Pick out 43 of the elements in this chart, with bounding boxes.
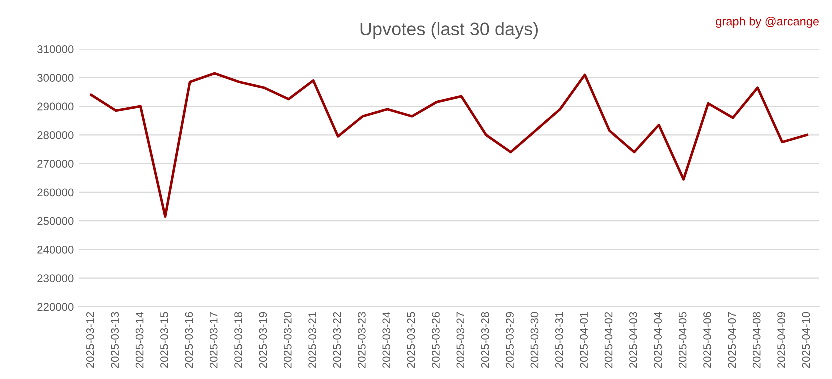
x-tick-label: 2025-03-22 [333, 312, 342, 368]
y-tick-label: 310000 [38, 46, 74, 54]
x-tick-label: 2025-03-16 [185, 312, 194, 368]
x-tick-label: 2025-03-23 [358, 312, 366, 368]
x-tick-label: 2025-03-19 [259, 312, 268, 368]
x-tick-label: 2025-03-26 [432, 312, 440, 368]
x-tick-label: 2025-03-30 [530, 312, 539, 368]
y-tick-label: 280000 [38, 131, 74, 140]
y-tick-label: 260000 [38, 188, 74, 197]
y-tick-label: 300000 [38, 74, 74, 82]
x-tick-label: 2025-04-04 [654, 312, 662, 368]
x-tick-label: 2025-04-07 [728, 312, 736, 368]
x-tick-label: 2025-03-28 [481, 312, 490, 368]
x-tick-label: 2025-04-02 [604, 312, 613, 368]
x-tick-label: 2025-03-12 [86, 312, 94, 368]
chart-title: Upvotes (last 30 days) [360, 22, 538, 40]
x-tick-label: 2025-04-08 [752, 312, 761, 368]
x-tick-label: 2025-03-29 [506, 312, 514, 368]
y-tick-label: 250000 [38, 217, 74, 226]
line-series [90, 72, 808, 218]
y-tick-label: 220000 [38, 303, 74, 312]
x-tick-label: 2025-03-27 [456, 312, 465, 368]
x-tick-label: 2025-03-14 [136, 312, 144, 368]
x-tick-label: 2025-03-21 [308, 312, 317, 368]
x-tick-label: 2025-03-31 [555, 312, 564, 368]
x-tick-label: 2025-04-09 [778, 312, 786, 368]
x-tick-label: 2025-04-03 [630, 312, 638, 368]
x-tick-label: 2025-04-01 [580, 312, 588, 368]
x-tick-label: 2025-03-24 [382, 312, 391, 368]
y-tick-label: 270000 [38, 160, 74, 168]
x-tick-label: 2025-03-17 [210, 312, 218, 368]
x-tick-label: 2025-03-20 [284, 312, 292, 368]
x-tick-label: 2025-04-05 [678, 312, 687, 368]
x-tick-label: 2025-03-13 [111, 312, 120, 368]
x-tick-label: 2025-03-15 [160, 312, 168, 368]
text: graph by @arcange [716, 17, 820, 28]
y-tick-label: 230000 [38, 274, 74, 282]
x-tick-label: 2025-03-18 [234, 312, 242, 368]
x-tick-label: 2025-04-06 [704, 312, 712, 368]
y-tick-label: 240000 [38, 246, 74, 254]
y-tick-label: 290000 [38, 102, 74, 111]
x-tick-label: 2025-03-25 [407, 312, 416, 368]
x-tick-label: 2025-04-10 [802, 312, 810, 368]
